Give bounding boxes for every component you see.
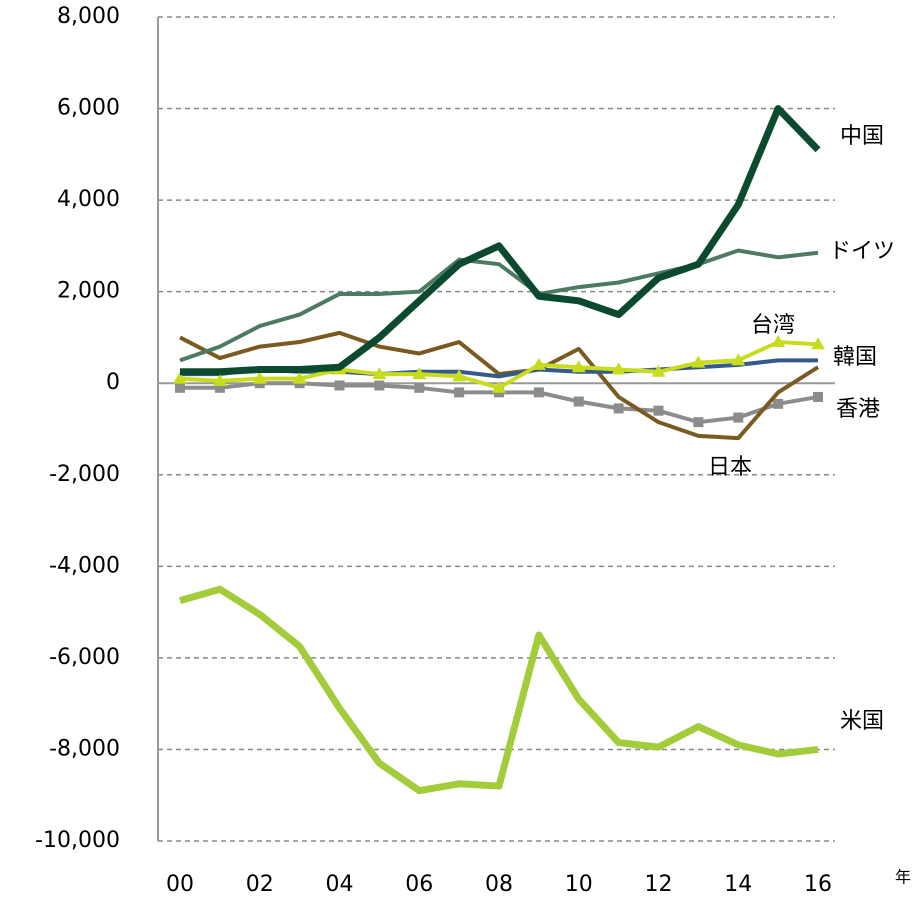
marker: [611, 362, 626, 375]
marker: [811, 337, 825, 350]
marker: [693, 417, 704, 428]
series-label: 韓国: [833, 345, 877, 370]
marker: [372, 367, 387, 380]
y-tick-label: 0: [106, 370, 120, 395]
marker: [414, 382, 425, 393]
x-tick-label: 14: [724, 872, 752, 897]
series-line: [179, 330, 820, 441]
y-tick-label: 2,000: [57, 279, 120, 304]
marker: [731, 353, 746, 366]
marker: [175, 382, 185, 393]
x-tick-label: 02: [246, 872, 274, 897]
y-tick-label: -2,000: [49, 462, 120, 487]
marker: [173, 371, 187, 384]
y-tick-label: -4,000: [49, 553, 120, 578]
series-label: ドイツ: [829, 239, 895, 264]
marker: [571, 360, 586, 373]
y-tick-label: 6,000: [57, 96, 120, 121]
marker: [773, 398, 784, 409]
series-line: [179, 585, 819, 795]
marker: [573, 396, 584, 407]
marker: [651, 364, 666, 377]
series-label: 米国: [840, 709, 884, 734]
marker: [531, 357, 546, 370]
marker: [452, 369, 467, 382]
series-label: 香港: [836, 397, 880, 422]
series-label: 中国: [840, 124, 884, 149]
marker: [813, 391, 823, 402]
marker: [412, 367, 427, 380]
y-tick-label: -10,000: [35, 828, 120, 853]
series-line: [179, 248, 819, 363]
marker: [613, 403, 624, 414]
x-axis-label: 年: [895, 868, 911, 887]
marker: [771, 335, 786, 348]
marker: [252, 371, 267, 384]
x-tick-label: 06: [405, 872, 433, 897]
x-tick-label: 08: [485, 872, 513, 897]
marker: [212, 373, 227, 386]
x-tick-label: 00: [166, 872, 194, 897]
marker: [292, 371, 307, 384]
x-tick-label: 16: [804, 872, 832, 897]
x-tick-label: 12: [645, 872, 673, 897]
series-label: 日本: [708, 455, 752, 480]
x-tick-label: 04: [326, 872, 354, 897]
series-label: 台湾: [751, 313, 795, 338]
marker: [454, 387, 465, 398]
marker: [691, 355, 706, 368]
marker: [492, 380, 506, 393]
x-tick-label: 10: [565, 872, 593, 897]
marker: [533, 387, 544, 398]
marker: [214, 382, 225, 393]
series-line: [180, 105, 821, 376]
marker: [374, 380, 385, 391]
y-tick-label: -6,000: [49, 645, 120, 670]
y-tick-label: 4,000: [57, 187, 120, 212]
y-tick-label: -8,000: [49, 736, 120, 761]
marker: [334, 380, 345, 391]
marker: [733, 412, 744, 423]
y-tick-label: 8,000: [57, 4, 120, 29]
marker: [653, 405, 664, 416]
